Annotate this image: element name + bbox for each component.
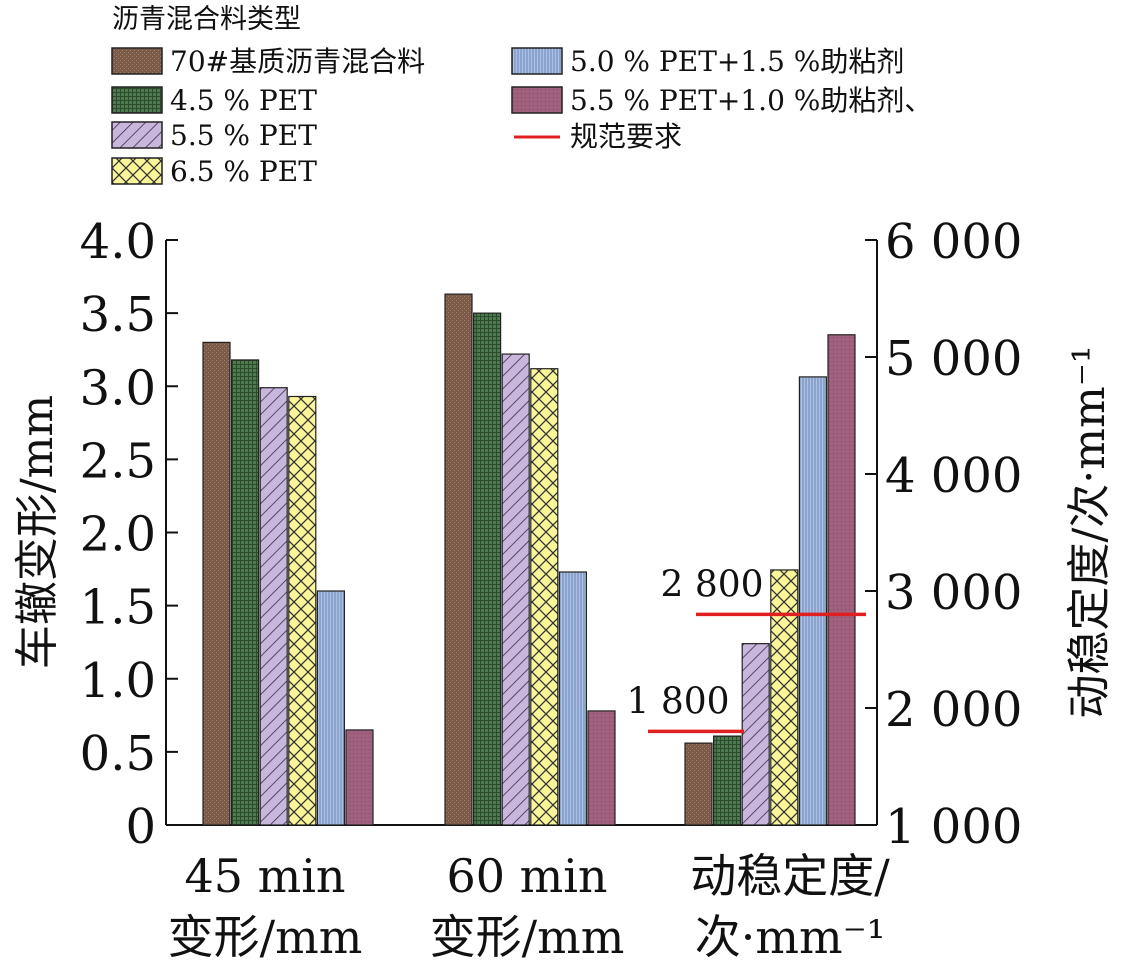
y-tick-label: 1.0 <box>80 653 156 709</box>
bar-series4-cat3 <box>770 569 799 826</box>
y2-axis-label: 动稳定度/次·mm⁻¹ <box>1064 345 1115 718</box>
y2-tick-label: 2 000 <box>885 682 1022 738</box>
bar-series4-cat2 <box>530 368 559 826</box>
legend-swatch-1 <box>111 47 163 75</box>
bar-series6-cat3 <box>827 334 856 826</box>
x-category-label-2-line1: 60 min <box>446 849 607 903</box>
legend-label-3: 5.5 % PET <box>170 119 317 152</box>
x-category-label-2-line2: 变形/mm <box>430 910 625 961</box>
bars <box>202 293 856 826</box>
bar-series2-cat1 <box>231 359 260 826</box>
legend-label-2: 4.5 % PET <box>170 84 317 117</box>
legend-swatch-4 <box>111 157 163 185</box>
legend-swatch-2 <box>111 86 163 114</box>
bar-series3-cat3 <box>741 643 770 826</box>
reference-label-1: 1 800 <box>626 681 729 722</box>
bar-series4-cat1 <box>288 395 317 826</box>
bar-series1-cat3 <box>684 742 713 826</box>
x-category-label-1-line2: 变形/mm <box>168 910 363 961</box>
legend-label-5: 5.0 % PET+1.5 %助粘剂 <box>570 45 904 78</box>
y-tick-label: 1.5 <box>80 580 156 636</box>
legend-swatch-5 <box>511 47 563 75</box>
bar-series6-cat1 <box>345 729 374 826</box>
x-category-labels: 45 min 变形/mm 60 min 变形/mm 动稳定度/次·mm⁻¹ <box>168 849 891 961</box>
y-tick-label: 2.5 <box>80 433 156 489</box>
legend-title: 沥青混合料类型 <box>112 4 301 35</box>
bar-series1-cat1 <box>202 341 231 826</box>
x-category-label-1-line1: 45 min <box>184 849 345 903</box>
y-tick-label: 3.0 <box>80 360 156 416</box>
y2-tick-label: 6 000 <box>885 214 1022 270</box>
bar-series3-cat2 <box>501 353 530 826</box>
y-tick-label: 0 <box>125 799 156 855</box>
bar-series5-cat3 <box>798 376 828 826</box>
legend-label-6: 5.5 % PET+1.0 %助粘剂、 <box>570 84 932 117</box>
x-category-label-3-line2: 次·mm⁻¹ <box>695 910 886 961</box>
y-axis-label: 车辙变形/mm <box>12 395 63 669</box>
reference-lines: 1 800 2 800 <box>626 564 866 734</box>
bar-series5-cat1 <box>316 590 345 826</box>
legend-label-1: 70#基质沥青混合料 <box>170 45 425 78</box>
y2-tick-label: 4 000 <box>885 448 1022 504</box>
bar-series5-cat2 <box>558 571 588 826</box>
y-tick-label: 4.0 <box>80 214 156 270</box>
legend-label-reference: 规范要求 <box>570 120 682 153</box>
bar-series2-cat3 <box>712 735 742 826</box>
y2-tick-label: 3 000 <box>885 565 1022 621</box>
reference-label-2: 2 800 <box>660 564 763 605</box>
ticks: 0 0.5 1.0 1.5 2.0 2.5 3.0 3.5 4.0 1 000 2 000 3 000… <box>80 214 1023 855</box>
x-category-label-3-line1: 动稳定度/ <box>690 849 890 903</box>
legend-label-4: 6.5 % PET <box>170 155 317 188</box>
y-tick-label: 0.5 <box>80 726 156 782</box>
y2-tick-label: 5 000 <box>885 331 1022 387</box>
y2-tick-label: 1 000 <box>885 799 1022 855</box>
bar-series1-cat2 <box>444 293 473 826</box>
legend-swatch-6 <box>511 86 563 114</box>
legend-swatch-3 <box>111 121 163 149</box>
y-tick-label: 3.5 <box>80 287 156 343</box>
bar-series2-cat2 <box>473 312 502 826</box>
bar-series3-cat1 <box>259 387 288 826</box>
bar-series6-cat2 <box>587 710 616 826</box>
y-tick-label: 2.0 <box>80 507 156 563</box>
